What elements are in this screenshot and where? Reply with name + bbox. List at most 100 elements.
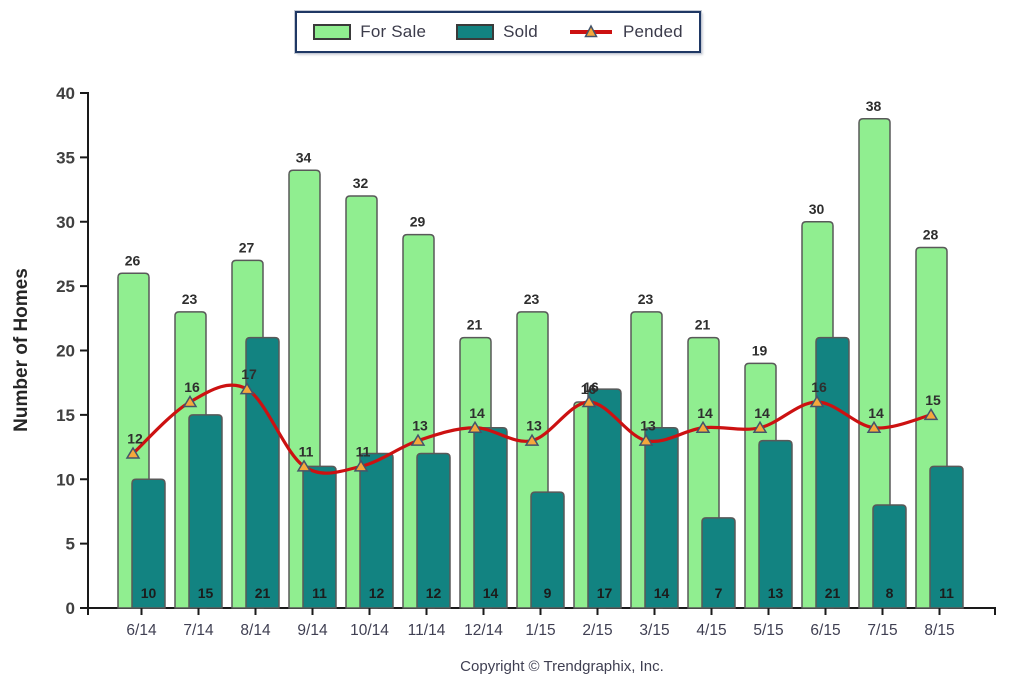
x-tick-label: 7/14 (183, 622, 214, 639)
sold-value-label: 12 (426, 585, 442, 601)
copyright-text: Copyright © Trendgraphix, Inc. (460, 658, 664, 675)
y-tick-label: 30 (56, 213, 75, 232)
pended-marker (923, 407, 939, 421)
pended-value-label: 16 (811, 379, 827, 395)
for-sale-value-label: 16 (581, 381, 597, 397)
for-sale-swatch-icon (313, 24, 352, 40)
for-sale-value-label: 21 (695, 317, 711, 333)
pended-value-label: 11 (299, 443, 314, 459)
pended-value-label: 14 (754, 405, 770, 421)
for-sale-value-label: 27 (239, 239, 255, 255)
pended-value-label: 15 (925, 392, 941, 408)
sold-value-label: 9 (544, 585, 552, 601)
pended-value-label: 13 (640, 418, 656, 434)
pended-value-label: 13 (526, 418, 542, 434)
x-tick-label: 11/14 (408, 622, 446, 639)
x-tick-label: 6/15 (810, 622, 840, 639)
for-sale-value-label: 29 (410, 214, 426, 230)
for-sale-value-label: 21 (467, 317, 483, 333)
sold-value-label: 21 (825, 585, 841, 601)
sold-value-label: 11 (939, 585, 954, 601)
y-tick-label: 40 (56, 84, 75, 103)
sold-value-label: 8 (886, 585, 894, 601)
sold-value-label: 12 (369, 585, 385, 601)
pended-value-label: 16 (184, 379, 200, 395)
for-sale-value-label: 23 (638, 291, 654, 307)
y-axis-title: Number of Homes (11, 268, 32, 432)
sold-value-label: 11 (312, 585, 327, 601)
x-tick-label: 6/14 (126, 622, 157, 639)
y-tick-label: 5 (66, 535, 75, 554)
pended-value-label: 11 (356, 443, 371, 459)
legend-label-for-sale: For Sale (360, 22, 427, 41)
bar-sold (188, 414, 223, 609)
for-sale-value-label: 32 (353, 175, 369, 191)
x-tick-label: 7/15 (867, 622, 897, 639)
bar-sold (473, 427, 508, 609)
for-sale-value-label: 19 (752, 342, 768, 358)
pended-marker (239, 382, 255, 395)
bar-sold (701, 517, 736, 609)
pended-marker (581, 395, 597, 408)
y-tick-label: 0 (66, 599, 75, 618)
pended-marker (467, 420, 483, 433)
y-tick-label: 10 (56, 470, 75, 489)
sold-swatch-icon (456, 24, 495, 40)
x-tick-label: 9/14 (297, 622, 328, 639)
sold-value-label: 13 (768, 585, 784, 601)
pended-marker (809, 395, 825, 408)
pended-marker (296, 459, 312, 472)
legend-item-sold: Sold (456, 22, 538, 42)
x-tick-label: 2/15 (582, 622, 612, 639)
bar-sold (131, 478, 166, 609)
pended-value-label: 12 (127, 431, 143, 447)
x-tick-label: 3/15 (639, 622, 669, 639)
pended-marker (125, 446, 141, 459)
bar-sold (530, 491, 565, 609)
bar-sold (587, 388, 622, 609)
y-tick-label: 25 (56, 277, 75, 296)
sold-value-label: 7 (715, 585, 723, 601)
bar-sold (758, 439, 793, 609)
pended-marker (353, 459, 369, 472)
for-sale-value-label: 23 (182, 291, 198, 307)
pended-value-label: 14 (469, 405, 485, 421)
x-tick-label: 8/14 (240, 622, 271, 639)
pended-marker (695, 420, 711, 433)
sold-value-label: 14 (654, 585, 670, 601)
bar-sold (815, 336, 850, 609)
legend-item-for-sale: For Sale (313, 22, 426, 42)
pended-marker (752, 420, 768, 433)
bar-sold (245, 336, 280, 609)
for-sale-value-label: 26 (125, 252, 141, 268)
pended-value-label: 14 (868, 405, 884, 421)
pended-value-label: 14 (697, 405, 713, 421)
x-tick-label: 12/14 (464, 622, 503, 639)
bar-sold (929, 465, 964, 609)
bar-sold (644, 427, 679, 609)
sold-value-label: 21 (255, 585, 271, 601)
x-tick-label: 10/14 (350, 622, 389, 639)
pended-value-label: 13 (412, 418, 428, 434)
for-sale-value-label: 38 (866, 98, 882, 114)
x-tick-label: 1/15 (525, 622, 555, 639)
bar-sold (416, 452, 451, 609)
pended-value-label: 17 (241, 366, 257, 382)
for-sale-value-label: 34 (296, 149, 312, 165)
x-tick-label: 4/15 (696, 622, 726, 639)
pended-marker (524, 433, 540, 446)
y-tick-label: 20 (56, 342, 75, 361)
x-tick-label: 8/15 (924, 622, 954, 639)
for-sale-value-label: 28 (923, 227, 939, 243)
pended-marker (866, 420, 882, 433)
pended-line-marker-icon (569, 24, 612, 38)
bar-for-sale (858, 118, 891, 609)
x-tick-label: 5/15 (753, 622, 783, 639)
sold-value-label: 14 (483, 585, 499, 601)
pended-value-label: 16 (583, 379, 599, 395)
sold-value-label: 17 (597, 585, 613, 601)
pended-marker (182, 395, 198, 408)
legend-label-sold: Sold (503, 22, 538, 41)
